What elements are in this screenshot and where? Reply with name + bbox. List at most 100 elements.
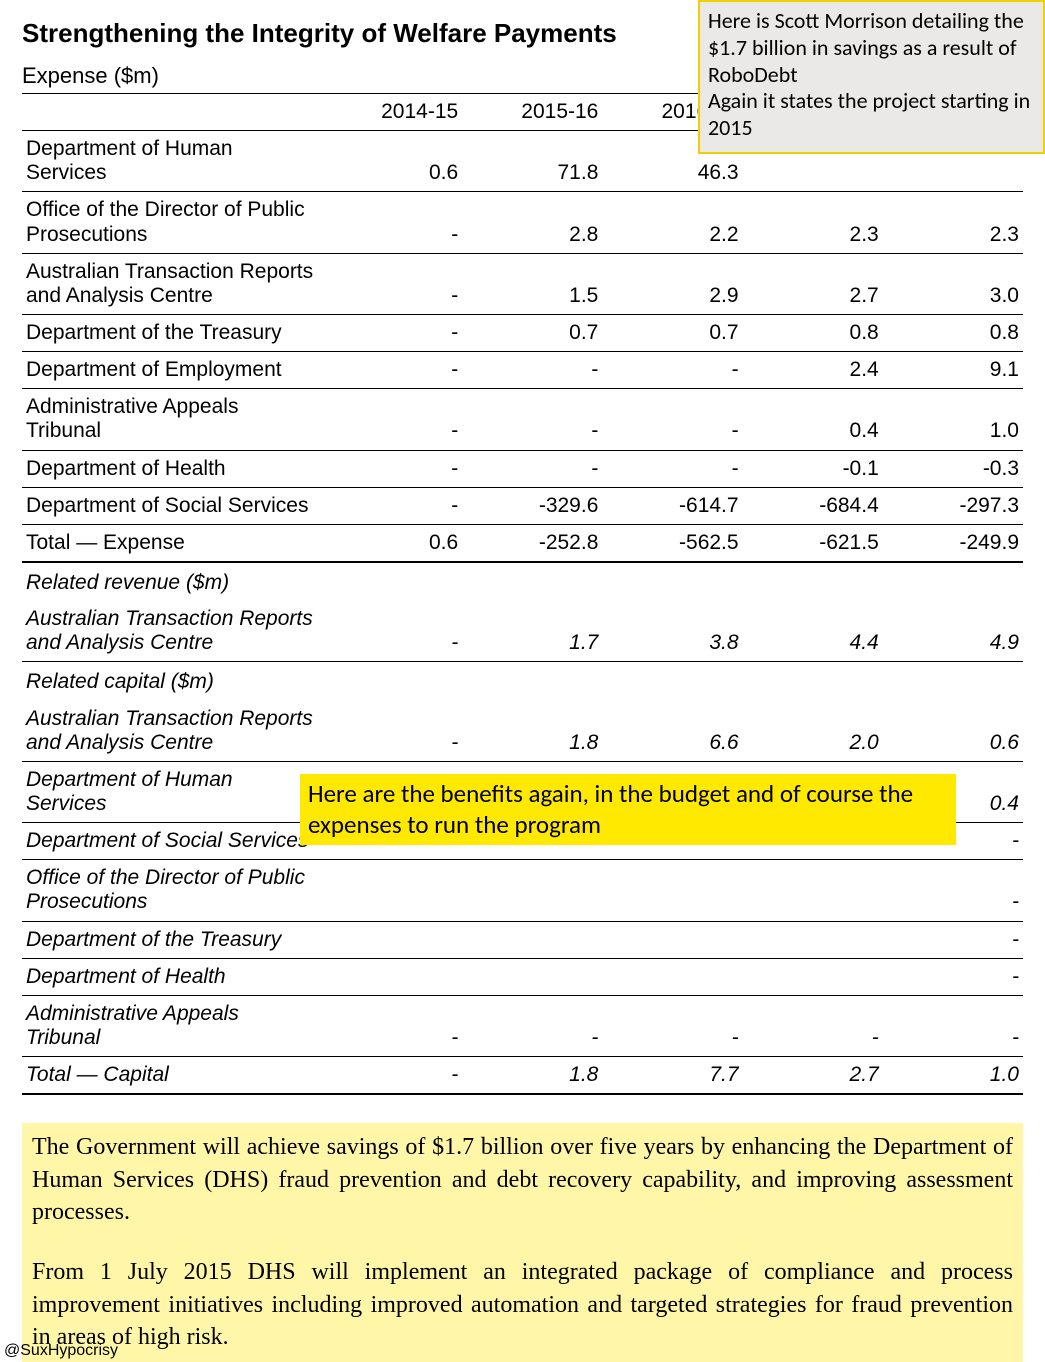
row-value: 4.9 [883,601,1023,662]
row-value [743,860,883,921]
row-value: 1.0 [883,1057,1023,1095]
row-value: 2.8 [462,192,602,253]
table-row: Australian Transaction Reports and Analy… [22,701,1023,762]
row-value: - [322,601,462,662]
row-label: Department of Human Services [22,131,322,192]
row-label: Administrative Appeals Tribunal [22,389,322,450]
document-page: Strengthening the Integrity of Welfare P… [0,0,1045,1362]
row-value: -684.4 [743,487,883,524]
row-value: - [322,192,462,253]
row-value: 1.5 [462,253,602,314]
section-header-row: Related revenue ($m) [22,562,1023,601]
row-value: 0.7 [602,314,742,351]
paragraph-2: From 1 July 2015 DHS will implement an i… [32,1256,1013,1353]
row-value: - [322,389,462,450]
row-label: Department of Social Services [22,823,322,860]
row-value: - [322,253,462,314]
row-label: Australian Transaction Reports and Analy… [22,601,322,662]
row-value: 7.7 [602,1057,742,1095]
table-body: Department of Human Services0.671.846.3O… [22,131,1023,1095]
row-value: 9.1 [883,352,1023,389]
row-value: -0.3 [883,450,1023,487]
row-value: - [462,389,602,450]
row-label: Australian Transaction Reports and Analy… [22,253,322,314]
table-row: Department of Social Services--329.6-614… [22,487,1023,524]
row-label: Department of Social Services [22,487,322,524]
row-value: - [602,995,742,1056]
row-value: 3.8 [602,601,742,662]
row-value [602,958,742,995]
row-value [743,921,883,958]
row-value [462,921,602,958]
row-value: 71.8 [462,131,602,192]
row-label: Office of the Director of Public Prosecu… [22,192,322,253]
row-value: - [462,352,602,389]
table-row: Department of Health----0.1-0.3 [22,450,1023,487]
row-value: - [322,995,462,1056]
row-value: -252.8 [462,524,602,562]
row-label: Australian Transaction Reports and Analy… [22,701,322,762]
row-value: 6.6 [602,701,742,762]
table-row: Administrative Appeals Tribunal---0.41.0 [22,389,1023,450]
table-row: Department of the Treasury- [22,921,1023,958]
row-label: Department of Health [22,450,322,487]
row-value: 2.3 [883,192,1023,253]
row-value: - [883,995,1023,1056]
paragraph-1: The Government will achieve savings of $… [32,1131,1013,1228]
table-row: Office of the Director of Public Prosecu… [22,192,1023,253]
row-label: Total — Capital [22,1057,322,1095]
row-value: 0.4 [743,389,883,450]
row-value: - [602,389,742,450]
row-value: 4.4 [743,601,883,662]
row-value: -297.3 [883,487,1023,524]
row-value: 2.9 [602,253,742,314]
col-year-2: 2015-16 [462,94,602,131]
table-row: Office of the Director of Public Prosecu… [22,860,1023,921]
row-value: - [322,1057,462,1095]
row-value: 0.6 [322,131,462,192]
row-value: - [322,352,462,389]
row-label: Administrative Appeals Tribunal [22,995,322,1056]
row-value: 1.8 [462,701,602,762]
row-label: Office of the Director of Public Prosecu… [22,860,322,921]
budget-table: 2014-15 2015-16 2016-17 Department of Hu… [22,94,1023,1095]
row-label: Department of Employment [22,352,322,389]
row-value: - [462,450,602,487]
table-row: Department of Employment---2.49.1 [22,352,1023,389]
row-value: - [322,701,462,762]
table-row: Australian Transaction Reports and Analy… [22,253,1023,314]
row-value [322,860,462,921]
row-value: 0.7 [462,314,602,351]
row-label: Department of the Treasury [22,921,322,958]
row-value: 2.4 [743,352,883,389]
twitter-handle: @SuxHypocrisy [4,1342,118,1360]
table-row: Administrative Appeals Tribunal----- [22,995,1023,1056]
row-value: - [322,487,462,524]
row-value [602,921,742,958]
col-year-1: 2014-15 [322,94,462,131]
row-value: - [883,958,1023,995]
row-label: Department of Human Services [22,761,322,822]
row-value: - [322,314,462,351]
row-value: -621.5 [743,524,883,562]
row-value: 2.7 [743,1057,883,1095]
table-row: Department of Health- [22,958,1023,995]
row-value: - [602,450,742,487]
row-value: 1.8 [462,1057,602,1095]
row-label: Total — Expense [22,524,322,562]
row-value [462,958,602,995]
table-row: Department of the Treasury-0.70.70.80.8 [22,314,1023,351]
row-value [462,860,602,921]
row-value [322,958,462,995]
row-value: -0.1 [743,450,883,487]
row-value: 1.7 [462,601,602,662]
row-value: -614.7 [602,487,742,524]
row-value: - [883,860,1023,921]
annotation-middle: Here are the benefits again, in the budg… [300,774,956,845]
row-value: -249.9 [883,524,1023,562]
section-header: Related revenue ($m) [22,562,1023,601]
section-header-row: Related capital ($m) [22,662,1023,701]
row-value [602,860,742,921]
highlighted-paragraphs: The Government will achieve savings of $… [22,1123,1023,1361]
row-value: - [743,995,883,1056]
